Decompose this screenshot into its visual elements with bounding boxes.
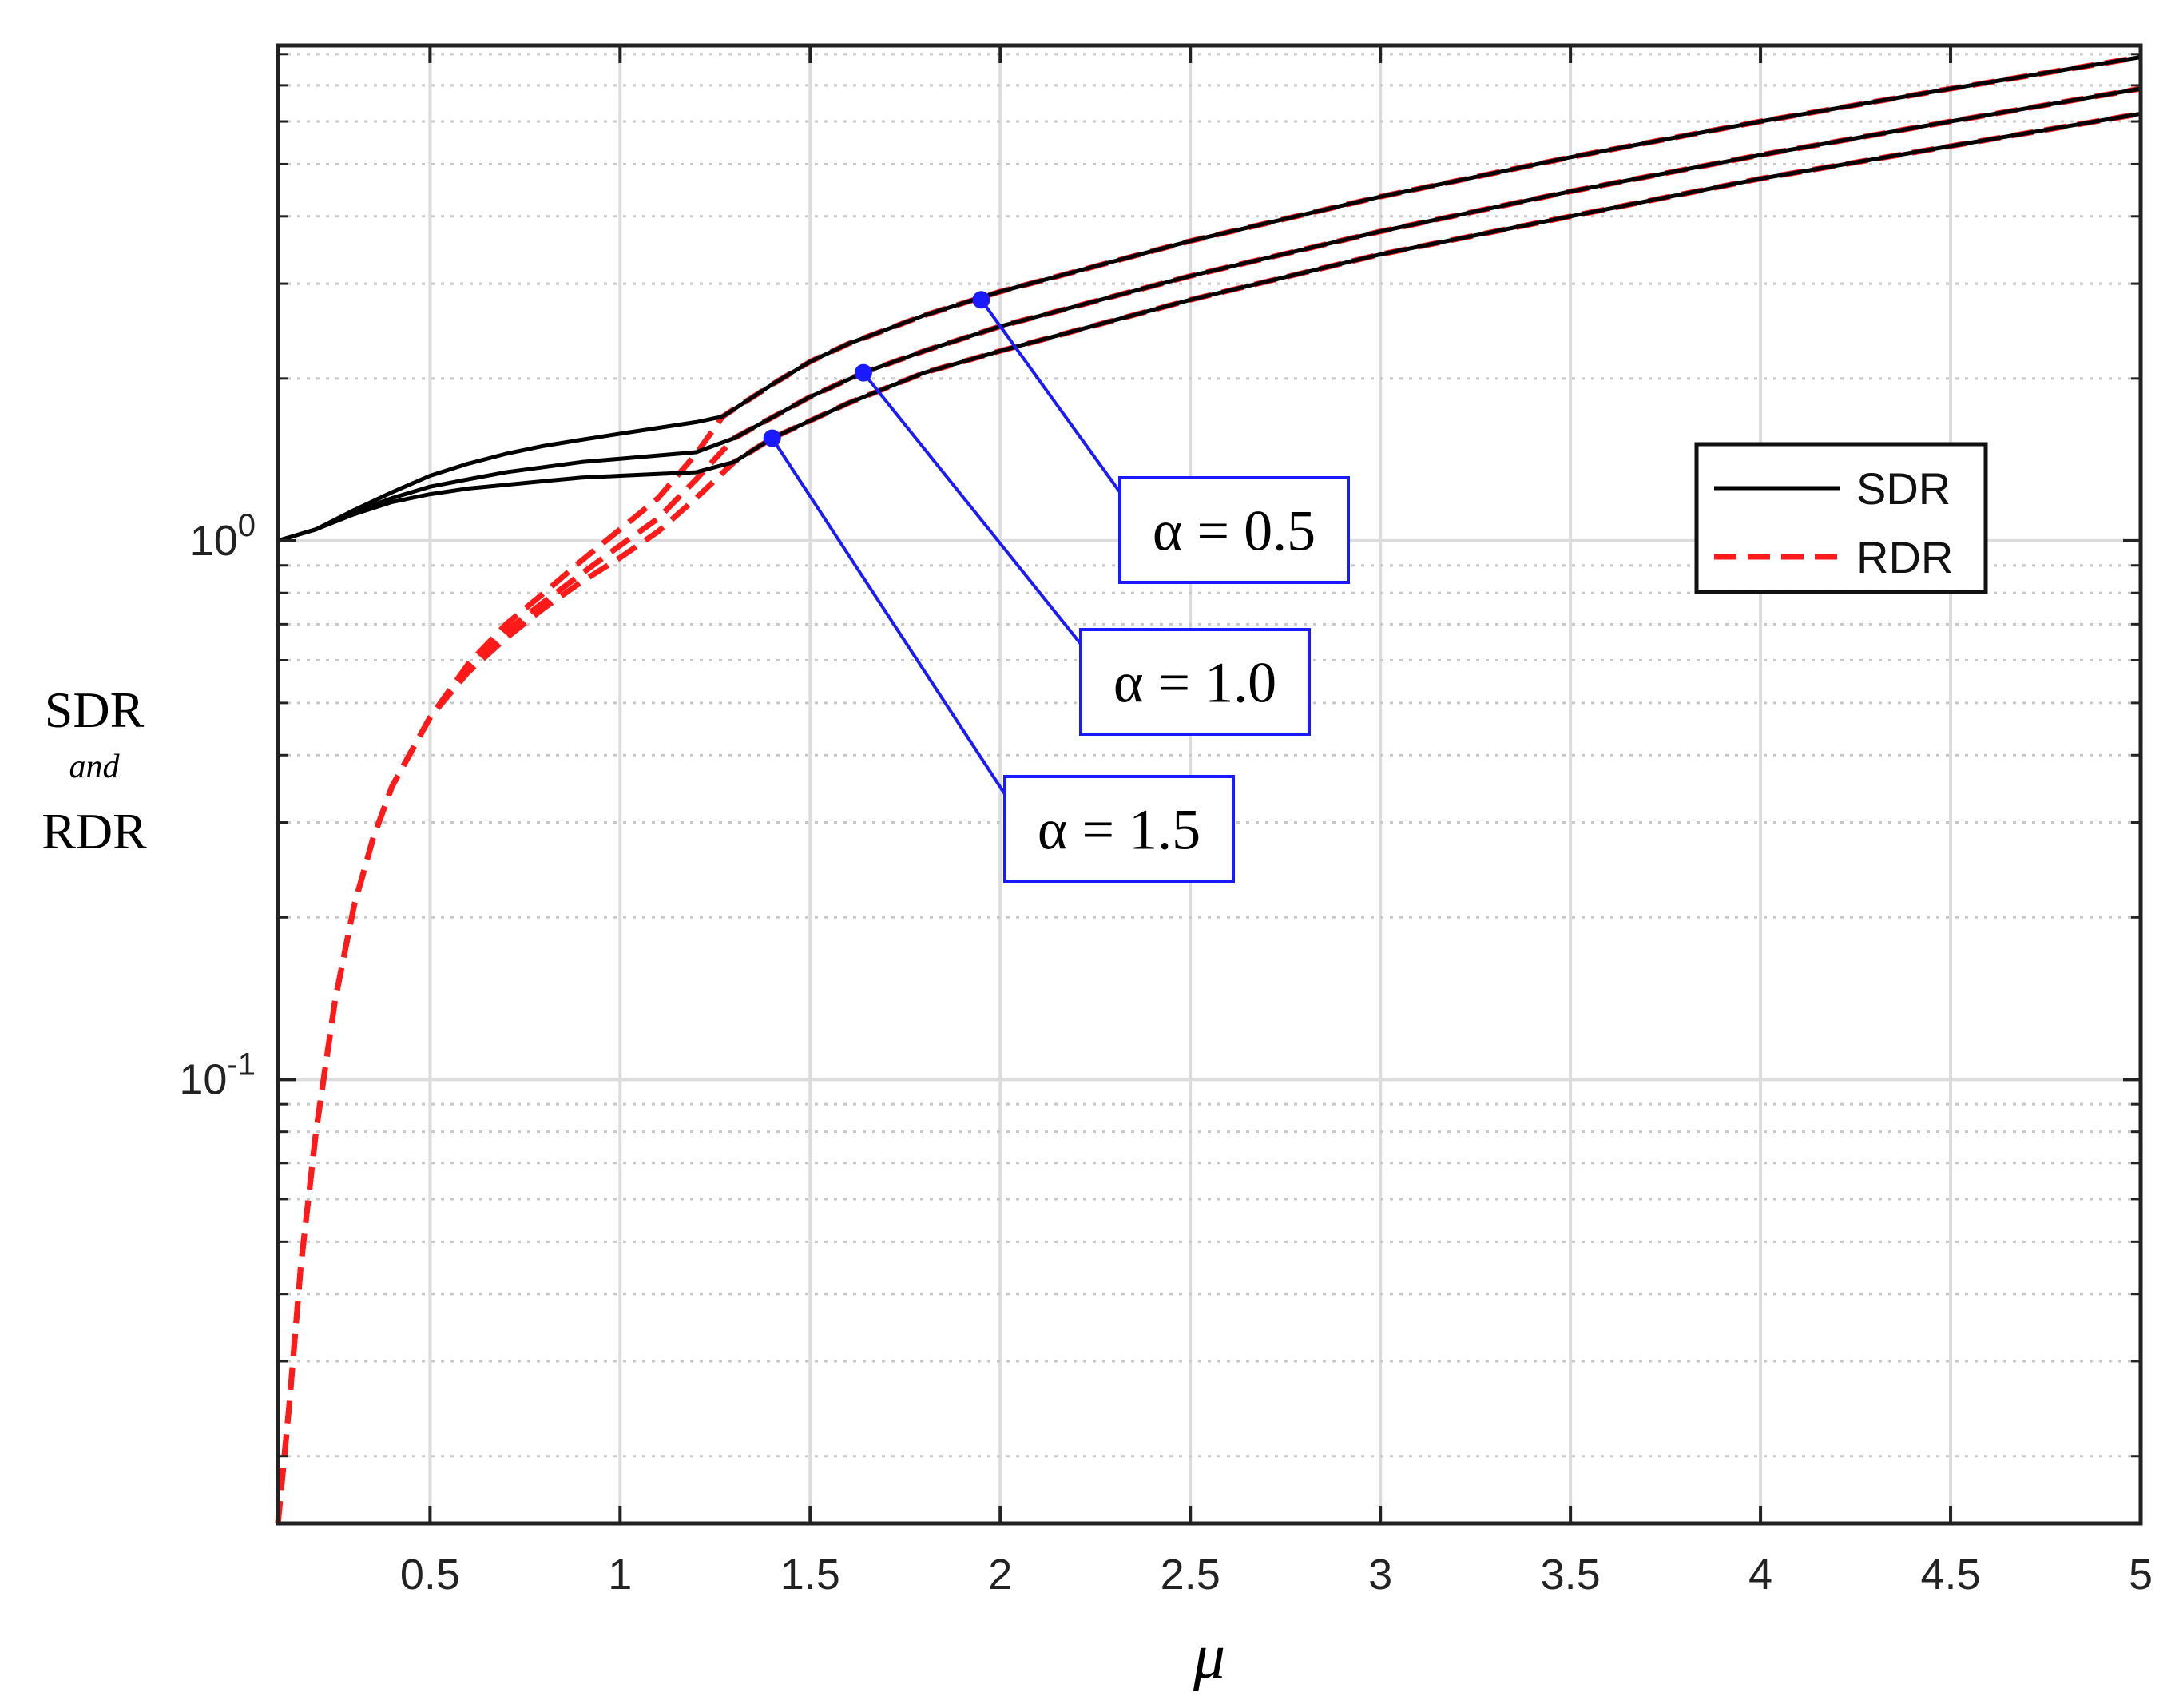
x-tick-label: 4 bbox=[1748, 1551, 1772, 1599]
annotation-box bbox=[1079, 628, 1311, 736]
annotations: α = 0.5 α = 1.0 α = 1.5 bbox=[763, 291, 1350, 883]
x-tick-label: 2.5 bbox=[1161, 1551, 1220, 1599]
axis-labels: μ SDR and RDR bbox=[42, 681, 1225, 1692]
series-line-sdr-alpha-0-5 bbox=[277, 55, 2141, 543]
annotation-marker bbox=[854, 363, 872, 382]
legend: SDR RDR bbox=[1694, 442, 1988, 594]
series-line-sdr-alpha-1-5 bbox=[277, 111, 2141, 543]
y-tick-label-exponent: 0 bbox=[238, 508, 256, 543]
y-tick-label: 10-1 bbox=[179, 1047, 256, 1103]
y-axis-label-line: SDR bbox=[45, 681, 145, 738]
x-tick-label: 3 bbox=[1368, 1551, 1392, 1599]
x-tick-label: 4.5 bbox=[1921, 1551, 1981, 1599]
series-lines bbox=[275, 54, 2141, 1524]
x-tick-label: 3.5 bbox=[1541, 1551, 1601, 1599]
x-tick-label: 0.5 bbox=[400, 1551, 460, 1599]
legend-label-rdr: RDR bbox=[1856, 532, 1953, 582]
x-axis-label: μ bbox=[1193, 1622, 1225, 1692]
annotation-leader-line bbox=[979, 299, 1121, 494]
annotation-text: α = 1.0 bbox=[1113, 651, 1276, 715]
series-line-sdr-alpha-1-0 bbox=[277, 86, 2141, 543]
plot-frame bbox=[276, 43, 2143, 1526]
y-axis-label-line: and bbox=[69, 749, 121, 785]
y-axis-label-line: RDR bbox=[42, 803, 147, 860]
annotation-text: α = 1.5 bbox=[1038, 798, 1201, 862]
x-tick-label: 1.5 bbox=[780, 1551, 840, 1599]
x-tick-label: 5 bbox=[2129, 1551, 2153, 1599]
annotation-marker bbox=[763, 429, 781, 447]
y-tick-label-exponent: -1 bbox=[227, 1047, 256, 1082]
y-tick-label-base: 10 bbox=[179, 1055, 227, 1103]
series-line-rdr-alpha-1-5 bbox=[275, 110, 2141, 1524]
legend-box bbox=[1694, 442, 1988, 594]
y-tick-label: 100 bbox=[190, 508, 256, 565]
x-tick-label: 2 bbox=[988, 1551, 1012, 1599]
annotation-leader-line bbox=[862, 371, 1082, 645]
annotation-leader-line bbox=[771, 437, 1006, 796]
annotation-marker bbox=[972, 291, 990, 309]
annotation-box bbox=[1118, 476, 1350, 584]
y-tick-label-base: 10 bbox=[190, 517, 238, 565]
legend-label-sdr: SDR bbox=[1856, 463, 1951, 514]
annotation-text: α = 0.5 bbox=[1153, 499, 1316, 563]
annotation-box bbox=[1003, 775, 1235, 883]
x-tick-label: 1 bbox=[608, 1551, 632, 1599]
